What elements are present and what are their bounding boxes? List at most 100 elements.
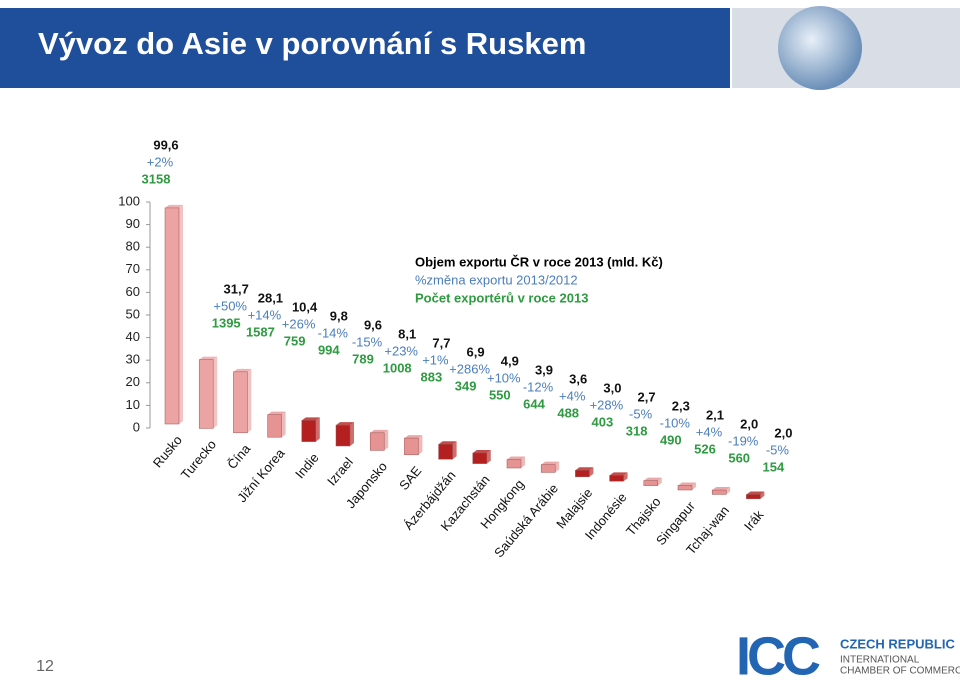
change-label: +23% — [384, 343, 418, 358]
y-tick-label: 60 — [126, 284, 140, 299]
category-label: SAE — [396, 463, 424, 493]
bar-side — [521, 456, 525, 468]
value-label: 3,0 — [603, 380, 621, 395]
bar-side — [281, 411, 286, 438]
category-label: Rusko — [150, 432, 185, 470]
y-tick-label: 30 — [126, 352, 140, 367]
value-label: 7,7 — [432, 335, 450, 350]
bar — [711, 489, 727, 495]
bar-top — [609, 472, 628, 476]
category-label: Izrael — [324, 454, 356, 488]
change-label: +10% — [487, 370, 521, 385]
bar — [335, 424, 351, 447]
value-label: 3,9 — [535, 362, 553, 377]
value-label: 2,0 — [774, 425, 792, 440]
value-label: 99,6 — [153, 137, 178, 152]
bar — [233, 371, 248, 434]
count-label: 526 — [694, 441, 716, 456]
bar-top — [712, 487, 731, 491]
bar-side — [213, 356, 218, 429]
bar-top — [165, 204, 183, 208]
category-label: Irák — [741, 507, 767, 534]
count-label: 349 — [455, 378, 477, 393]
count-label: 759 — [284, 333, 306, 348]
change-label: +286% — [449, 361, 490, 376]
logo-text: CHAMBER OF COMMERCE — [840, 666, 960, 677]
y-tick-label: 20 — [126, 374, 140, 389]
change-label: -5% — [629, 406, 653, 421]
bar — [609, 475, 624, 482]
bar-side — [555, 461, 560, 473]
bar — [746, 494, 761, 500]
y-tick-label: 70 — [126, 261, 140, 276]
count-label: 1395 — [212, 315, 241, 330]
bar — [677, 485, 693, 491]
bar — [404, 437, 419, 456]
value-label: 6,9 — [467, 344, 485, 359]
bar-side — [589, 467, 594, 477]
category-label: Turecko — [178, 437, 219, 482]
bar — [643, 480, 659, 486]
bar-top — [233, 368, 252, 372]
bar-side — [623, 472, 628, 482]
bar — [267, 414, 282, 438]
category-label: Indie — [292, 450, 322, 481]
value-label: 28,1 — [258, 290, 283, 305]
bar-top — [472, 449, 491, 453]
bar-top — [370, 429, 389, 433]
change-label: +50% — [213, 298, 247, 313]
count-label: 644 — [523, 396, 545, 411]
bar — [506, 459, 522, 469]
logo-text: INTERNATIONAL — [840, 655, 920, 666]
value-label: 9,6 — [364, 317, 382, 332]
value-label: 2,0 — [740, 416, 758, 431]
y-tick-label: 10 — [126, 397, 140, 412]
bar-side — [760, 491, 765, 499]
bar-side — [384, 429, 389, 451]
y-tick-label: 100 — [118, 193, 140, 208]
bar-top — [507, 456, 525, 460]
value-label: 31,7 — [224, 281, 249, 296]
change-label: +2% — [147, 154, 174, 169]
bar-side — [350, 422, 354, 446]
bar-side — [315, 417, 320, 442]
change-label: +1% — [422, 352, 449, 367]
bar — [198, 359, 214, 429]
bar-side — [247, 368, 252, 433]
value-label: 10,4 — [292, 299, 318, 314]
bar-top — [575, 467, 594, 471]
value-label: 2,1 — [706, 407, 724, 422]
count-label: 560 — [728, 450, 750, 465]
bar — [540, 464, 556, 473]
bar-top — [199, 356, 218, 360]
bar-top — [404, 435, 423, 439]
bar-top — [438, 441, 457, 445]
change-label: +28% — [590, 397, 624, 412]
y-tick-label: 80 — [126, 239, 140, 254]
bar — [164, 207, 180, 425]
legend-entry: %změna exportu 2013/2012 — [415, 272, 578, 287]
bar-side — [692, 482, 696, 490]
bar-side — [657, 477, 662, 486]
bar-top — [643, 477, 662, 481]
bar-side — [726, 487, 731, 495]
y-tick-label: 90 — [126, 216, 140, 231]
change-label: -14% — [318, 325, 349, 340]
value-label: 8,1 — [398, 326, 416, 341]
count-label: 994 — [318, 342, 340, 357]
y-tick-label: 40 — [126, 329, 140, 344]
bar — [472, 452, 488, 464]
count-label: 1008 — [383, 360, 412, 375]
globe — [778, 6, 862, 90]
count-label: 154 — [763, 459, 785, 474]
change-label: -10% — [660, 415, 691, 430]
slide-title: Vývoz do Asie v porovnání s Ruskem — [38, 26, 586, 61]
change-label: +14% — [248, 307, 282, 322]
y-tick-label: 0 — [133, 419, 140, 434]
change-label: -12% — [523, 379, 554, 394]
value-label: 4,9 — [501, 353, 519, 368]
value-label: 9,8 — [330, 308, 348, 323]
count-label: 550 — [489, 387, 511, 402]
page-number: 12 — [36, 658, 54, 675]
